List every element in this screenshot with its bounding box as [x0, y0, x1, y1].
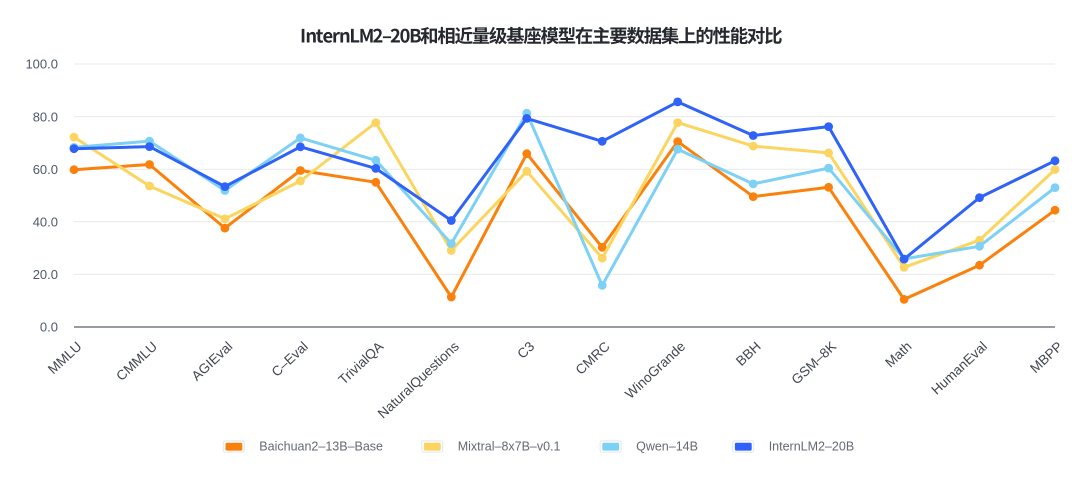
svg-text:Baichuan2–13B–Base: Baichuan2–13B–Base [259, 440, 383, 454]
svg-text:100.0: 100.0 [25, 57, 58, 72]
svg-text:40.0: 40.0 [33, 215, 58, 230]
svg-text:20.0: 20.0 [33, 267, 58, 282]
svg-text:InternLM2–20B: InternLM2–20B [769, 440, 854, 454]
svg-text:0.0: 0.0 [40, 320, 58, 335]
svg-text:Qwen–14B: Qwen–14B [636, 440, 698, 454]
svg-text:60.0: 60.0 [33, 162, 58, 177]
svg-text:Mixtral–8x7B–v0.1: Mixtral–8x7B–v0.1 [458, 440, 561, 454]
svg-text:80.0: 80.0 [33, 109, 58, 124]
